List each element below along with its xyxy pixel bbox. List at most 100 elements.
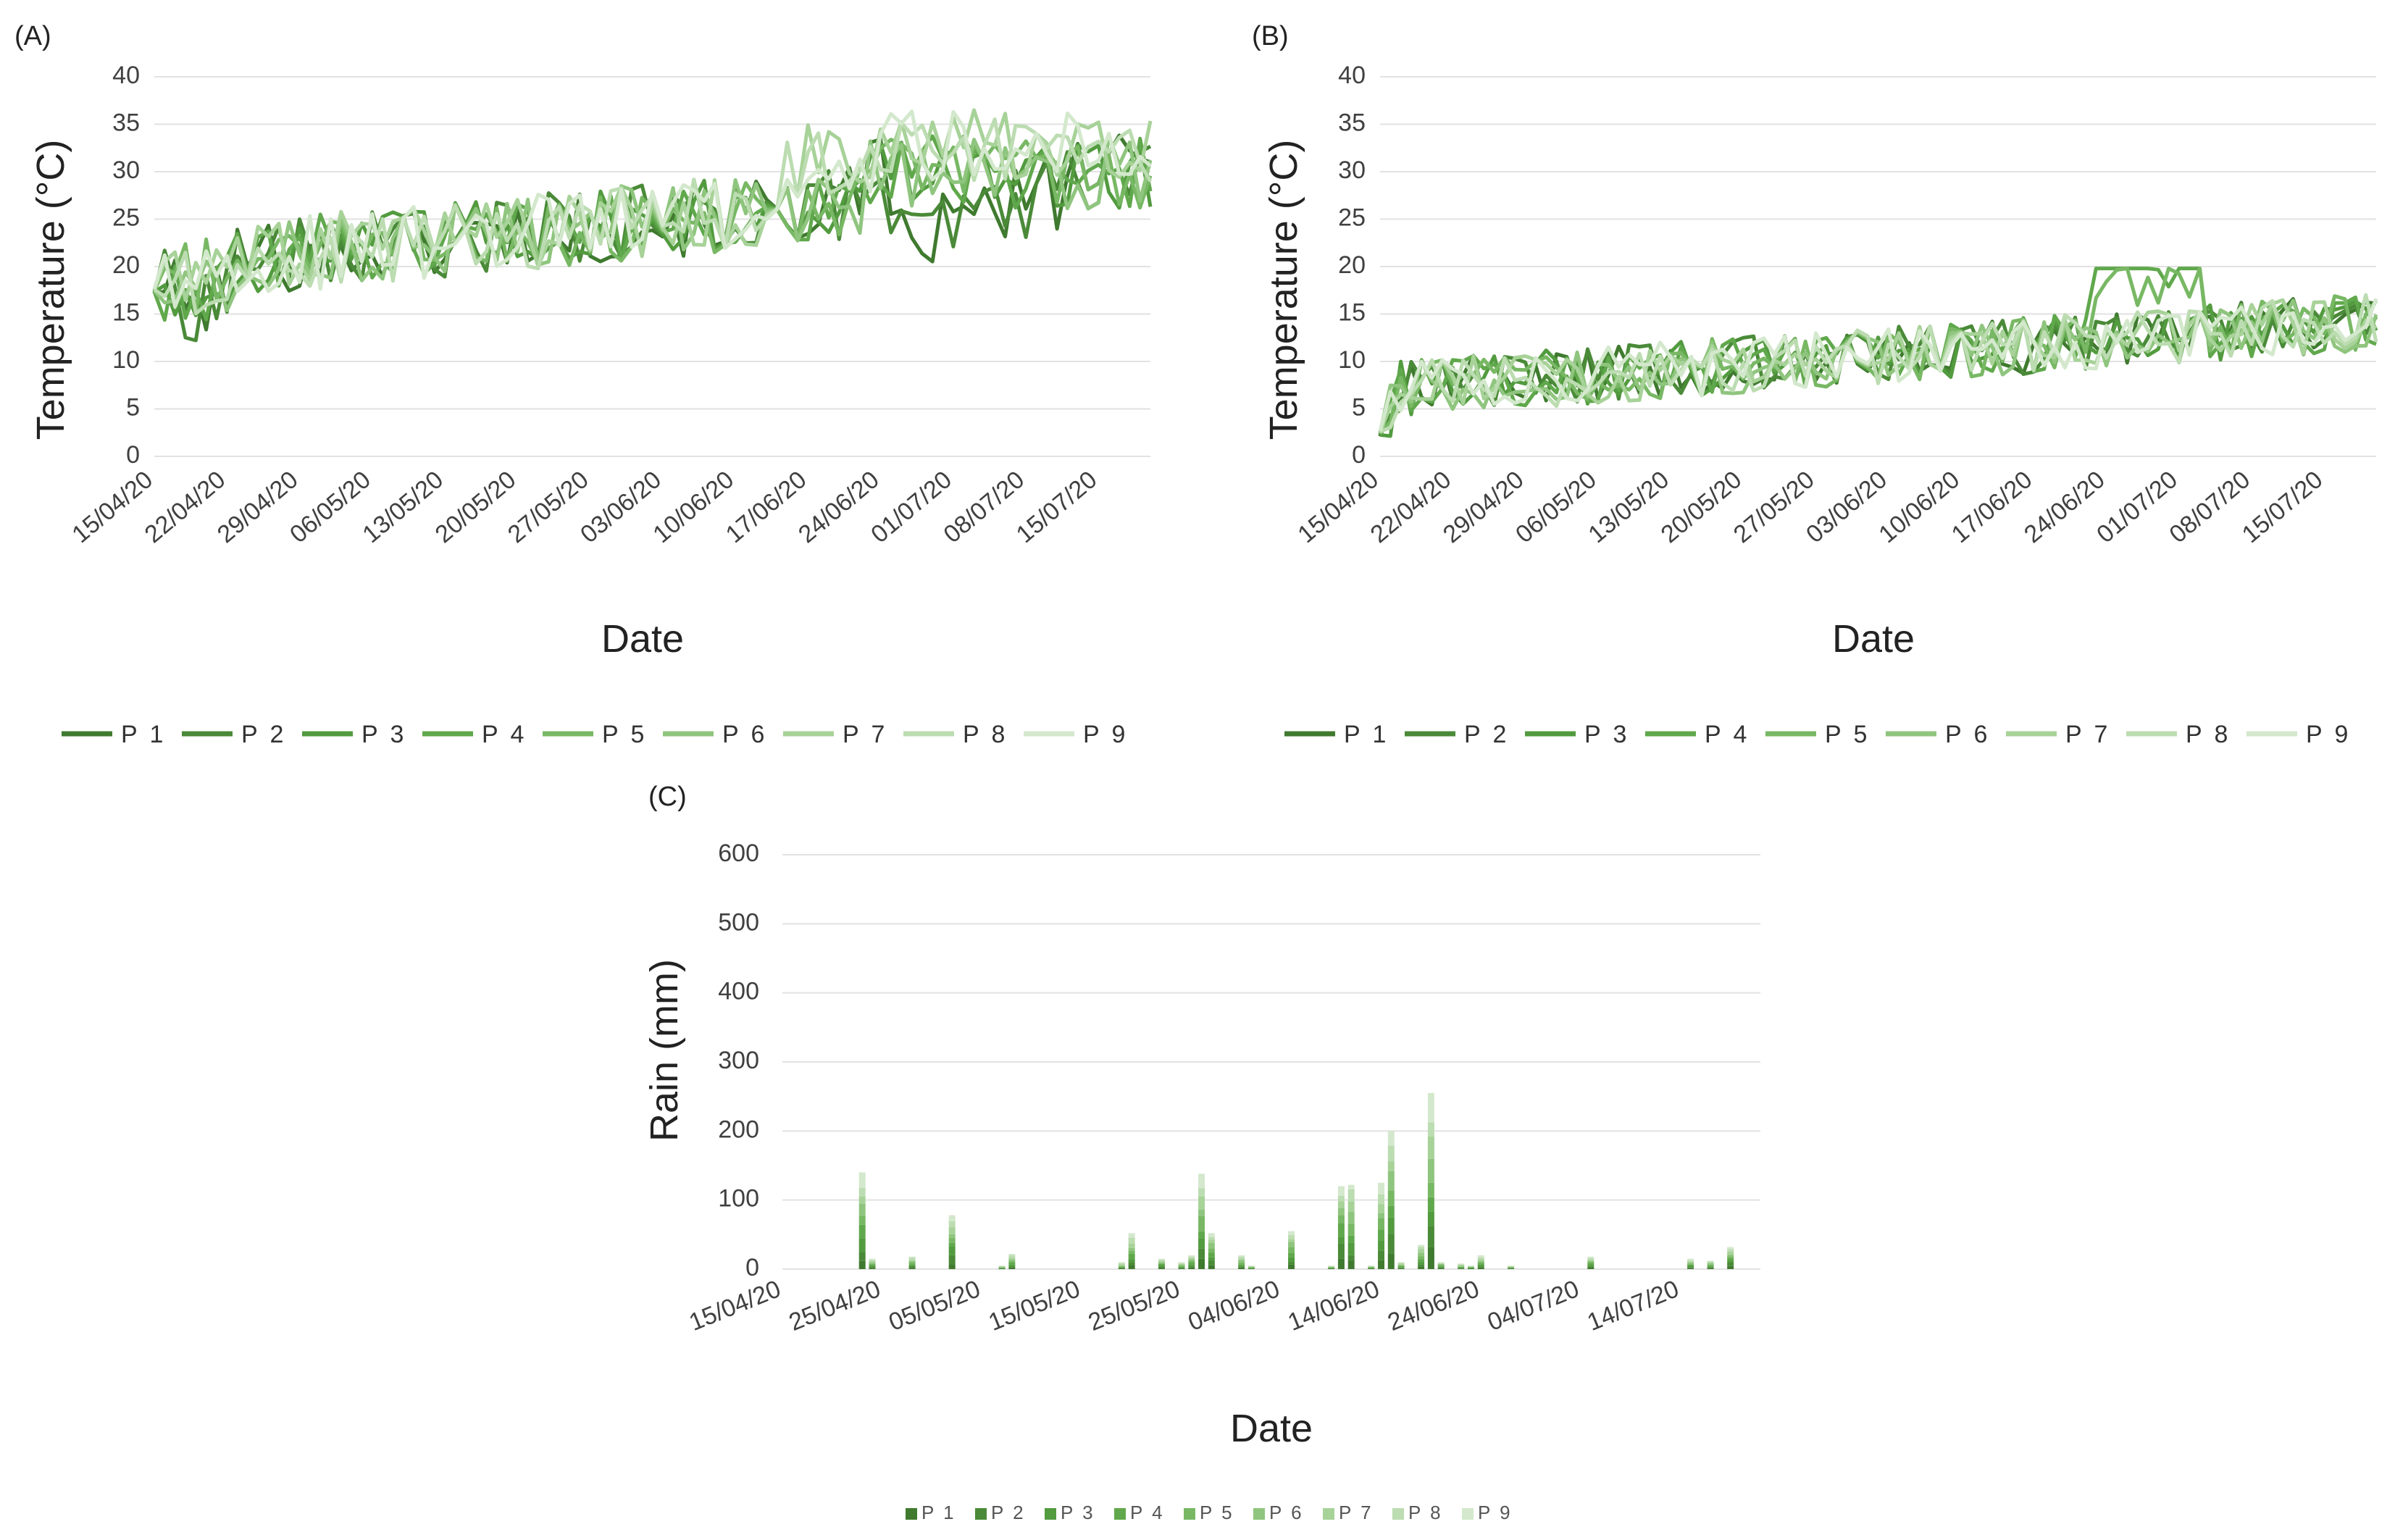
rain-bar-segment-p5 [1687, 1263, 1694, 1265]
y-tick-label: 400 [718, 978, 759, 1005]
y-tick-label: 100 [718, 1185, 759, 1213]
series-line-p6 [1378, 298, 2378, 434]
panel-c-label: (C) [648, 782, 687, 812]
rain-bar-segment-p7 [998, 1266, 1006, 1267]
rain-bar-segment-p7 [908, 1260, 916, 1261]
rain-bar-segment-p7 [1178, 1263, 1185, 1265]
rain-bar-segment-p7 [1238, 1259, 1245, 1260]
rain-bar-segment-p9 [1468, 1265, 1475, 1266]
rain-bar-segment-p1 [1418, 1266, 1425, 1269]
rain-bar-segment-p8 [1508, 1265, 1515, 1267]
x-tick-label: 15/05/20 [985, 1275, 1084, 1336]
series-line-p3 [1379, 299, 2378, 438]
rain-bar-segment-p7 [1008, 1257, 1016, 1260]
rain-bar-segment-p5 [1468, 1267, 1475, 1268]
rain-bar-segment-p9 [1687, 1258, 1694, 1260]
legend-label: P 7 [1339, 1502, 1374, 1523]
rain-bar-segment-p1 [1368, 1268, 1375, 1269]
rain-bar-segment-p8 [1727, 1249, 1734, 1252]
rain-bar-segment-p7 [1437, 1263, 1445, 1265]
rain-bar-segment-p3 [1427, 1211, 1434, 1226]
rain-bar-segment-p8 [1477, 1257, 1484, 1260]
rain-bar-segment-p1 [1008, 1267, 1016, 1269]
rain-bar-segment-p8 [1158, 1260, 1165, 1262]
legend-label: P 8 [2186, 721, 2231, 748]
rain-bar-segment-p1 [1707, 1268, 1714, 1269]
rain-bar-segment-p2 [908, 1266, 916, 1268]
rain-bar-segment-p8 [1418, 1247, 1425, 1250]
legend-label: P 1 [121, 721, 166, 748]
rain-bar-segment-p7 [1418, 1249, 1425, 1253]
y-tick-label: 5 [126, 393, 140, 421]
rain-bar-segment-p2 [858, 1252, 866, 1261]
x-tick-label: 15/04/20 [685, 1275, 785, 1336]
rain-bar-segment-p1 [1178, 1268, 1185, 1269]
x-tick-label: 20/05/20 [1656, 466, 1747, 548]
rain-bar-segment-p3 [1188, 1264, 1195, 1266]
rain-bar-segment-p7 [1347, 1201, 1355, 1212]
y-tick-label: 10 [112, 346, 140, 374]
y-tick-label: 10 [1338, 346, 1366, 374]
rain-bar-segment-p4 [1477, 1263, 1484, 1265]
x-tick-label: 05/05/20 [885, 1275, 985, 1336]
panel-a-x-title: Date [601, 617, 684, 661]
rain-bar-segment-p2 [1687, 1267, 1694, 1268]
rain-bar-segment-p6 [1247, 1267, 1255, 1268]
rain-bar-segment-p2 [1378, 1250, 1385, 1260]
legend-swatch [1045, 1508, 1056, 1520]
rain-bar-segment-p7 [1158, 1261, 1165, 1263]
x-tick-label: 15/07/20 [1011, 466, 1103, 548]
y-tick-label: 20 [1338, 251, 1366, 279]
legend-label: P 7 [843, 721, 887, 748]
rain-bar-segment-p7 [1128, 1243, 1135, 1248]
rain-bar-segment-p6 [1418, 1252, 1425, 1257]
rain-bar-segment-p4 [1437, 1265, 1445, 1267]
rain-bar-segment-p5 [1458, 1266, 1465, 1267]
legend-swatch [1323, 1508, 1334, 1520]
rain-bar-segment-p4 [1158, 1263, 1165, 1265]
rain-bar-segment-p7 [869, 1260, 876, 1263]
x-tick-label: 15/04/20 [1292, 466, 1384, 548]
rain-bar-segment-p2 [1128, 1262, 1135, 1265]
rain-bar-segment-p2 [1437, 1267, 1445, 1268]
legend-swatch [1462, 1508, 1474, 1520]
rain-bar-segment-p9 [1188, 1255, 1195, 1257]
y-tick-label: 30 [1338, 156, 1366, 184]
rain-bar-segment-p1 [1198, 1258, 1205, 1269]
legend-swatch [1392, 1508, 1404, 1520]
rain-bar-segment-p9 [1437, 1262, 1445, 1263]
rain-bar-segment-p4 [1208, 1252, 1215, 1257]
rain-bar-segment-p7 [1477, 1259, 1484, 1261]
rain-bar-segment-p9 [1247, 1265, 1255, 1266]
rain-bar-segment-p4 [1128, 1253, 1135, 1260]
x-tick-label: 08/07/20 [2164, 466, 2255, 548]
rain-bar-segment-p4 [1288, 1252, 1295, 1257]
rain-bar-segment-p5 [1198, 1215, 1205, 1232]
rain-bar-segment-p6 [1337, 1208, 1345, 1215]
legend-label: P 8 [963, 721, 1008, 748]
rain-bar-segment-p1 [1727, 1265, 1734, 1269]
rain-bar-segment-p2 [1118, 1268, 1125, 1269]
legend-label: P 8 [1408, 1502, 1443, 1523]
rain-bar-segment-p8 [1208, 1236, 1215, 1240]
legend-swatch [1114, 1508, 1126, 1520]
x-tick-label: 14/07/20 [1584, 1275, 1683, 1336]
y-tick-label: 25 [112, 204, 140, 231]
rain-bar-segment-p5 [1427, 1182, 1434, 1197]
legend-label: P 9 [1083, 721, 1128, 748]
panel-b-label: (B) [1252, 21, 1289, 51]
y-tick-label: 30 [112, 156, 140, 184]
x-tick-label: 10/06/20 [648, 466, 739, 548]
rain-bar-segment-p6 [1128, 1247, 1135, 1251]
rain-bar-segment-p3 [1727, 1260, 1734, 1263]
rain-bar-segment-p1 [869, 1268, 876, 1269]
legend-label: P 6 [1269, 1502, 1304, 1523]
rain-bar-segment-p4 [1418, 1259, 1425, 1263]
rain-bar-segment-p8 [1427, 1122, 1434, 1137]
x-tick-label: 01/07/20 [2091, 466, 2183, 548]
rain-bar-segment-p3 [1208, 1257, 1215, 1261]
rain-bar-segment-p8 [858, 1187, 866, 1197]
rain-bar-segment-p9 [858, 1172, 866, 1188]
rain-bar-segment-p1 [1288, 1264, 1295, 1269]
y-tick-label: 5 [1352, 393, 1366, 421]
